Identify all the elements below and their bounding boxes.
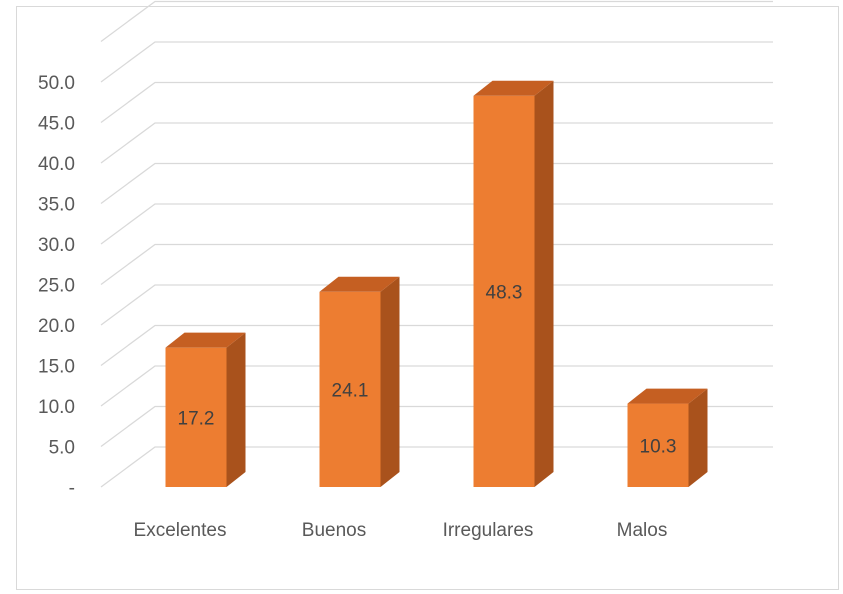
category-label: Excelentes <box>134 520 227 541</box>
y-tick-label: 15.0 <box>38 357 75 378</box>
y-tick-label: 40.0 <box>38 154 75 175</box>
bar-side <box>380 276 400 487</box>
gridline <box>100 0 773 43</box>
y-tick-label: 20.0 <box>38 316 75 337</box>
category-label: Malos <box>617 520 668 541</box>
bar-top <box>165 332 246 348</box>
gridline <box>100 324 773 367</box>
gridline <box>100 243 773 286</box>
y-tick-label: - <box>69 478 75 499</box>
data-label: 24.1 <box>332 380 369 401</box>
gridline <box>100 122 773 164</box>
y-tick-label: 25.0 <box>38 276 75 297</box>
category-label: Irregulares <box>443 520 534 541</box>
y-tick-label: 5.0 <box>49 438 75 459</box>
y-tick-label: 35.0 <box>38 195 75 216</box>
gridline <box>100 162 773 205</box>
gridline <box>100 81 773 124</box>
chart-frame <box>16 6 839 590</box>
bar-top <box>473 80 554 96</box>
gridline <box>100 203 773 245</box>
gridline <box>100 405 773 448</box>
bar <box>165 347 227 487</box>
bar-side <box>688 388 708 487</box>
gridline <box>100 284 773 326</box>
data-label: 10.3 <box>640 436 677 457</box>
bar <box>627 403 689 487</box>
gridline <box>100 41 773 83</box>
bar <box>473 95 535 488</box>
bar-top <box>319 276 400 292</box>
bar <box>319 291 381 487</box>
data-label: 48.3 <box>486 282 523 303</box>
y-tick-label: 30.0 <box>38 235 75 256</box>
y-tick-label: 45.0 <box>38 114 75 135</box>
bar-top <box>627 388 708 404</box>
category-label: Buenos <box>302 520 366 541</box>
bar-side <box>534 80 554 488</box>
gridline <box>100 365 773 407</box>
bar-side <box>226 332 246 487</box>
y-tick-label: 10.0 <box>38 397 75 418</box>
y-tick-label: 50.0 <box>38 73 75 94</box>
gridline <box>100 446 773 488</box>
data-label: 17.2 <box>178 408 215 429</box>
